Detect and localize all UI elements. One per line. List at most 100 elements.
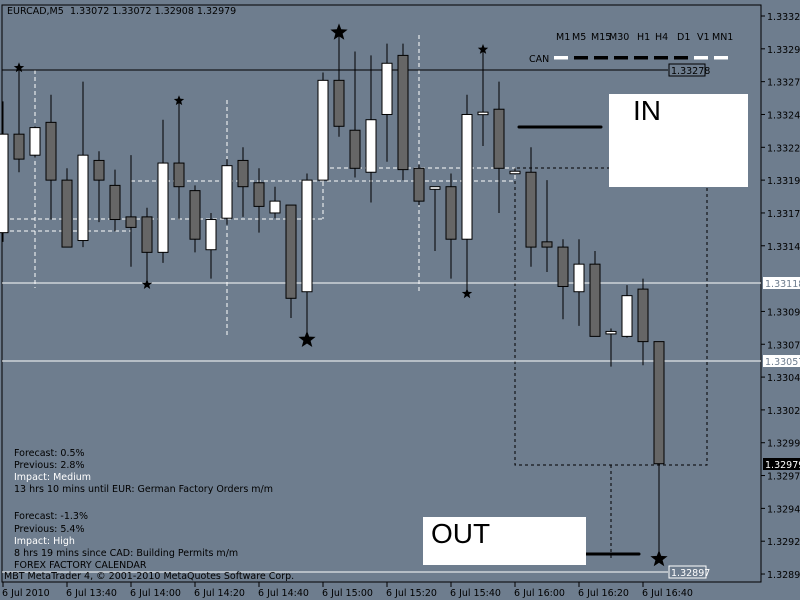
time-tick-label: 6 Jul 14:00 — [130, 588, 181, 599]
candle — [429, 186, 441, 252]
event1-previous: Previous: 2.8% — [14, 460, 85, 471]
candle — [509, 168, 521, 175]
price-tick-label: 1.33145 — [767, 242, 800, 253]
fractal-star-icon — [477, 44, 489, 54]
candle — [157, 119, 169, 263]
candle-body — [45, 121, 57, 181]
candle-body — [637, 288, 649, 343]
target-label: 1.32897 — [671, 568, 710, 579]
event2-timing: 8 hrs 19 mins since CAD: Building Permit… — [14, 548, 238, 559]
price-tick-label: 1.33245 — [767, 110, 800, 121]
candle-body — [509, 170, 521, 175]
price-tick-label: 1.33320 — [767, 12, 800, 23]
level2-axis-label: 1.33057 — [765, 357, 800, 368]
strength-bar — [714, 56, 728, 60]
price-tick-label: 1.33295 — [767, 45, 800, 56]
strength-bar — [654, 56, 668, 60]
candle — [413, 164, 425, 206]
time-tick-label: 6 Jul 15:00 — [322, 588, 373, 599]
time-tick-label: 6 Jul 16:40 — [642, 588, 693, 599]
candle — [253, 168, 265, 233]
fractal-star-icon — [461, 288, 473, 299]
resistance-label: 1.33278 — [671, 66, 710, 77]
tf-h4: H4 — [655, 32, 668, 43]
fractal-star-icon — [330, 23, 348, 40]
candle — [13, 62, 25, 173]
tf-m30: M30 — [609, 32, 629, 43]
fractal-star-icon — [141, 279, 153, 289]
candle — [109, 169, 121, 232]
candle — [189, 185, 201, 253]
forex-calendar: Forecast: 0.5% Previous: 2.8% Impact: Me… — [14, 448, 273, 571]
candle — [461, 94, 473, 299]
candle — [93, 151, 105, 223]
candle-body — [253, 182, 265, 207]
candle — [605, 328, 617, 367]
candle — [45, 94, 57, 220]
candle — [29, 126, 41, 158]
tf-d1: D1 — [677, 32, 690, 43]
price-axis: 1.33320 1.33295 1.33270 1.33245 1.33220 1.331… — [761, 12, 800, 581]
candle-body — [333, 79, 345, 127]
candle — [125, 155, 137, 267]
strength-bar — [674, 56, 688, 60]
tf-h1: H1 — [637, 32, 650, 43]
candle-body — [29, 127, 41, 156]
candle — [477, 44, 489, 146]
fractal-star-icon — [173, 95, 185, 106]
candle-body — [381, 62, 393, 115]
event1-timing: 13 hrs 10 mins until EUR: German Factory… — [14, 484, 273, 495]
candle — [397, 43, 409, 181]
candle — [445, 173, 457, 279]
candle-body — [157, 162, 169, 253]
time-tick-label: 6 Jul 15:20 — [386, 588, 437, 599]
candle-body — [445, 186, 457, 240]
time-axis: 6 Jul 2010 6 Jul 13:40 6 Jul 14:00 6 Jul 14… — [2, 582, 693, 599]
candle — [61, 168, 73, 248]
price-tick-label: 1.32995 — [767, 439, 800, 450]
candle — [493, 81, 505, 213]
strength-bar — [694, 56, 708, 60]
candle-body — [269, 200, 281, 214]
candle-body — [285, 204, 297, 299]
price-tick-label: 1.33070 — [767, 340, 800, 351]
candle-body — [93, 159, 105, 181]
candle-body — [125, 216, 137, 228]
current-price-label: 1.32979 — [765, 460, 800, 471]
event2-previous: Previous: 5.4% — [14, 524, 85, 535]
price-tick-label: 1.33095 — [767, 307, 800, 318]
event1-impact: Impact: Medium — [14, 472, 91, 483]
candle-body — [493, 108, 505, 169]
candles — [0, 23, 668, 567]
candle-body — [221, 165, 233, 219]
level1-axis-box — [763, 277, 800, 289]
price-tick-label: 1.33220 — [767, 143, 800, 154]
time-tick-label: 6 Jul 14:20 — [194, 588, 245, 599]
current-price-box — [763, 458, 800, 470]
candle-body — [317, 79, 329, 181]
candle-body — [237, 159, 249, 188]
candle-body — [573, 263, 585, 293]
candle — [349, 51, 361, 178]
candle — [589, 251, 601, 337]
candle-body — [13, 133, 25, 160]
candle-body — [349, 129, 361, 169]
candle-body — [621, 295, 633, 337]
tf-v1: V1 — [697, 32, 710, 43]
candle-body — [205, 219, 217, 251]
candle-body — [77, 154, 89, 242]
price-tick-label: 1.33020 — [767, 406, 800, 417]
timeframe-panel: M1 M5 M15 M30 H1 H4 D1 V1 MN1 CAN — [529, 32, 733, 65]
time-tick-label: 6 Jul 16:20 — [578, 588, 629, 599]
fractal-star-icon — [650, 550, 668, 567]
candle — [285, 204, 297, 318]
candle-body — [653, 341, 665, 465]
candle — [573, 239, 585, 326]
fractal-star-icon — [13, 62, 25, 73]
candle — [205, 212, 217, 279]
candle-body — [605, 330, 617, 335]
candle — [269, 186, 281, 219]
candle — [557, 239, 569, 320]
candle-body — [461, 113, 473, 240]
